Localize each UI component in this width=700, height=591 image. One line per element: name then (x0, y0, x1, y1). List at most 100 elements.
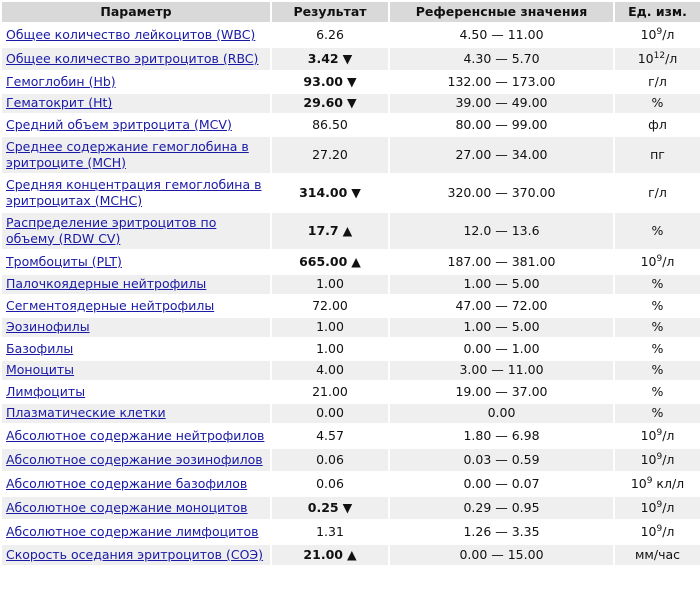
parameter-link[interactable]: Гемоглобин (Hb) (6, 73, 116, 89)
unit: фл (648, 116, 667, 132)
unit-cell: 109/л (613, 248, 700, 275)
result-row: Гемоглобин (Hb) 93.00 ▼ 132.00 — 173.00 г/л (0, 70, 700, 94)
header-row: Параметр Результат Референсные значения Ед.… (0, 0, 700, 24)
result-value: 1.00 (316, 340, 344, 356)
parameter-cell: Плазматические клетки (0, 401, 272, 425)
parameter-cell: Лимфоциты (0, 380, 272, 404)
unit-cell: 1012/л (613, 46, 700, 72)
parameter-link[interactable]: Средний объем эритроцита (MCV) (6, 116, 232, 132)
reference-range: 0.29 — 0.95 (463, 500, 540, 515)
unit-base: 10 (640, 524, 657, 539)
result-cell: 0.25 ▼ (270, 495, 390, 521)
reference-range: 19.00 — 37.00 (455, 383, 548, 399)
result-row: Палочкоядерные нейтрофилы 1.00 1.00 — 5.00… (0, 272, 700, 296)
parameter-cell: Гематокрит (Ht) (0, 91, 272, 115)
result-flag: ▼ (342, 51, 353, 66)
unit-cell: % (613, 401, 700, 425)
result-row: Тромбоциты (PLT) 665.00 ▲ 187.00 — 381.00 1… (0, 248, 700, 275)
reference-range: 27.00 — 34.00 (455, 146, 548, 162)
parameter-link[interactable]: Моноциты (6, 362, 75, 378)
reference-range: 1.80 — 6.98 (463, 428, 540, 443)
parameter-link[interactable]: Гематокрит (Ht) (6, 95, 113, 111)
reference-range: 0.00 — 0.07 (463, 476, 540, 491)
reference-cell: 0.03 — 0.59 (388, 447, 615, 473)
result-flag: ▼ (346, 95, 357, 111)
header-cell: Параметр (0, 0, 272, 24)
unit-rest: кл/л (652, 476, 685, 491)
result-row: Моноциты 4.00 3.00 — 11.00% (0, 358, 700, 382)
unit: % (651, 362, 664, 378)
result-row: Средняя концентрация гемоглобина в эритр… (0, 172, 700, 213)
parameter-link[interactable]: Абсолютное содержание эозинофилов (6, 452, 263, 467)
parameter-link[interactable]: Тромбоциты (PLT) (6, 253, 122, 269)
unit-exponent: 9 (656, 427, 663, 438)
header-cell: Референсные значения (388, 0, 615, 24)
unit-rest: /л (662, 524, 675, 539)
unit-cell: % (613, 210, 700, 251)
unit-base: 10 (640, 253, 657, 269)
reference-cell: 39.00 — 49.00 (388, 91, 615, 115)
unit-cell: 109 кл/л (613, 471, 700, 497)
parameter-link[interactable]: Среднее содержание гемоглобина в эритроц… (6, 138, 249, 170)
parameter-link[interactable]: Средняя концентрация гемоглобина в эритр… (6, 176, 262, 208)
unit-cell: % (613, 337, 700, 361)
reference-range: 4.30 — 5.70 (463, 51, 540, 66)
reference-cell: 1.80 — 6.98 (388, 423, 615, 449)
unit-exponent: 9 (656, 253, 663, 264)
parameter-cell: Средняя концентрация гемоглобина в эритр… (0, 172, 272, 213)
result-value: 0.25 (307, 500, 339, 515)
parameter-cell: Абсолютное содержание базофилов (0, 471, 272, 497)
unit-base: 10 (637, 51, 654, 66)
result-cell: 4.57 (270, 423, 390, 449)
parameter-link[interactable]: Лимфоциты (6, 383, 86, 399)
parameter-link[interactable]: Сегментоядерные нейтрофилы (6, 297, 215, 313)
parameter-link[interactable]: Общее количество лейкоцитов (WBC) (6, 27, 256, 42)
parameter-link[interactable]: Палочкоядерные нейтрофилы (6, 276, 207, 292)
result-row: Общее количество эритроцитов (RBC) 3.42 ▼… (0, 46, 700, 72)
unit: % (651, 405, 664, 421)
reference-range: 0.03 — 0.59 (463, 452, 540, 467)
result-row: Эозинофилы 1.00 1.00 — 5.00% (0, 315, 700, 339)
reference-cell: 1.26 — 3.35 (388, 519, 615, 545)
result-row: Абсолютное содержание базофилов 0.06 0.00 … (0, 471, 700, 497)
result-value: 17.7 (307, 222, 339, 238)
result-value: 1.31 (316, 524, 344, 539)
parameter-link[interactable]: Распределение эритроцитов по объему (RDW… (6, 214, 217, 246)
result-row: Абсолютное содержание эозинофилов 0.06 0.0… (0, 447, 700, 473)
reference-range: 0.00 (487, 405, 516, 421)
result-row: Абсолютное содержание нейтрофилов 4.57 1.8… (0, 423, 700, 449)
unit-exponent: 9 (656, 523, 663, 534)
unit-base: 10 (640, 452, 657, 467)
parameter-link[interactable]: Абсолютное содержание лимфоцитов (6, 524, 259, 539)
parameter-link[interactable]: Базофилы (6, 340, 74, 356)
parameter-link[interactable]: Плазматические клетки (6, 405, 166, 421)
unit: % (651, 340, 664, 356)
parameter-link[interactable]: Абсолютное содержание нейтрофилов (6, 428, 265, 443)
result-value: 93.00 (303, 73, 343, 89)
parameter-link[interactable]: Общее количество эритроцитов (RBC) (6, 51, 259, 66)
result-cell: 6.26 (270, 22, 390, 48)
header-cell: Результат (270, 0, 390, 24)
unit-cell: г/л (613, 172, 700, 213)
unit-cell: % (613, 315, 700, 339)
unit-rest: /л (662, 500, 675, 515)
reference-range: 1.26 — 3.35 (463, 524, 540, 539)
result-cell: 0.00 (270, 401, 390, 425)
result-row: Средний объем эритроцита (MCV) 86.50 80.00… (0, 113, 700, 137)
parameter-cell: Общее количество лейкоцитов (WBC) (0, 22, 272, 48)
result-cell: 1.00 (270, 272, 390, 296)
unit: % (651, 222, 664, 238)
parameter-link[interactable]: Скорость оседания эритроцитов (СОЭ) (6, 546, 264, 562)
reference-cell: 27.00 — 34.00 (388, 134, 615, 175)
parameter-link[interactable]: Эозинофилы (6, 319, 90, 335)
result-row: Гематокрит (Ht) 29.60 ▼ 39.00 — 49.00% (0, 91, 700, 115)
unit: мм/час (635, 546, 680, 562)
result-cell: 0.06 (270, 471, 390, 497)
result-flag: ▼ (351, 184, 361, 200)
result-value: 3.42 (307, 51, 339, 66)
unit-cell: мм/час (613, 543, 700, 567)
parameter-link[interactable]: Абсолютное содержание базофилов (6, 476, 248, 491)
parameter-link[interactable]: Абсолютное содержание моноцитов (6, 500, 248, 515)
result-value: 72.00 (312, 297, 348, 313)
result-value: 0.00 (316, 405, 344, 421)
